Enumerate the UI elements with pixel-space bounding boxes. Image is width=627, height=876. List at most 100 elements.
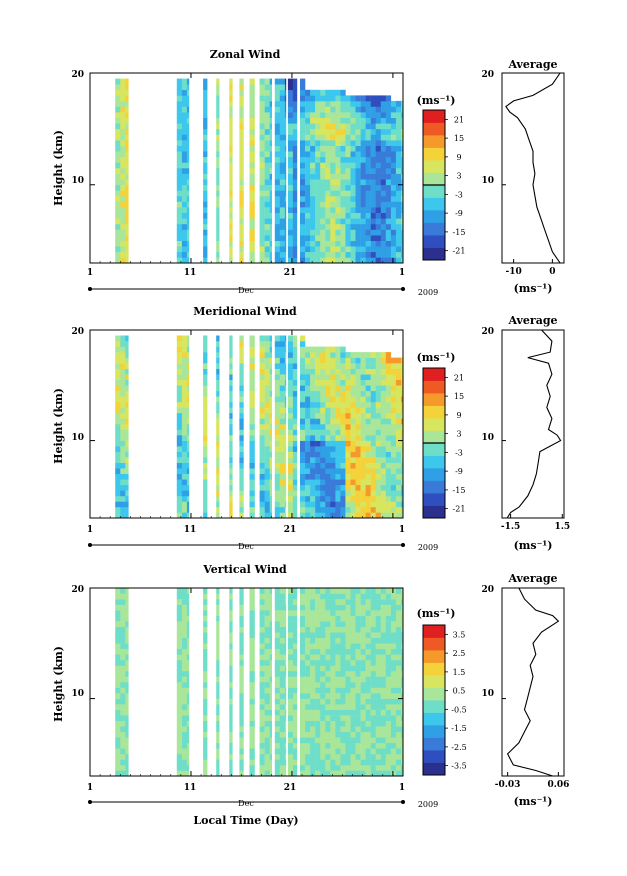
- heatmap-cell: [203, 501, 208, 508]
- heatmap-cell: [390, 637, 397, 644]
- heatmap-cell: [249, 145, 255, 152]
- heatmap-cell: [176, 363, 183, 369]
- heatmap-cell: [360, 195, 366, 202]
- heatmap-cell: [292, 100, 298, 107]
- heatmap-cell: [120, 621, 126, 627]
- heatmap-cell: [264, 451, 270, 458]
- profile-frame: [501, 329, 565, 519]
- heatmap-cell: [320, 123, 326, 130]
- heatmap-cell: [229, 374, 233, 380]
- heatmap-cell: [181, 742, 188, 749]
- heatmap-cell: [345, 670, 351, 677]
- heatmap-cell: [186, 429, 190, 436]
- heatmap-cell: [300, 698, 306, 705]
- heatmap-cell: [385, 737, 392, 744]
- heatmap-cell: [345, 123, 351, 130]
- heatmap-cell: [360, 473, 366, 480]
- heatmap-cell: [375, 201, 381, 208]
- heatmap-cell: [315, 145, 321, 152]
- heatmap-cell: [325, 682, 331, 688]
- heatmap-cell: [300, 84, 306, 91]
- colorbar-frame: [422, 624, 446, 776]
- heatmap-cell: [355, 368, 361, 375]
- heatmap-cell: [401, 665, 404, 672]
- heatmap-cell: [350, 759, 356, 766]
- heatmap-cell: [350, 665, 356, 672]
- heatmap-cell: [259, 162, 265, 169]
- heatmap-cell: [330, 100, 336, 107]
- heatmap-cell: [203, 100, 208, 107]
- heatmap-cell: [279, 352, 286, 358]
- heatmap-cell: [264, 346, 270, 353]
- heatmap-cell: [305, 379, 311, 386]
- heatmap-cell: [380, 731, 387, 738]
- heatmap-cell: [395, 195, 402, 202]
- heatmap-cell: [355, 682, 361, 688]
- heatmap-cell: [181, 621, 188, 627]
- heatmap-cell: [370, 363, 376, 369]
- heatmap-cell: [264, 106, 270, 113]
- heatmap-cell: [186, 84, 190, 91]
- heatmap-cell: [115, 588, 121, 594]
- heatmap-cell: [249, 168, 255, 174]
- heatmap-cell: [300, 604, 306, 611]
- heatmap-cell: [287, 168, 294, 174]
- heatmap-cell: [320, 396, 326, 403]
- heatmap-cell: [310, 195, 316, 202]
- heatmap-cell: [325, 632, 331, 638]
- heatmap-cell: [287, 468, 294, 474]
- heatmap-cell: [292, 390, 298, 397]
- heatmap-cell: [216, 418, 220, 425]
- heatmap-cell: [320, 235, 326, 241]
- heatmap-cell: [340, 100, 346, 107]
- heatmap-cell: [264, 412, 270, 419]
- heatmap-cell: [360, 659, 366, 666]
- heatmap-cell: [320, 682, 326, 688]
- heatmap-cell: [395, 484, 402, 491]
- heatmap-cell: [380, 184, 387, 191]
- heatmap-cell: [330, 251, 336, 258]
- heatmap-cell: [370, 374, 376, 380]
- heatmap-cell: [350, 229, 356, 236]
- heatmap-cell: [385, 704, 392, 710]
- heatmap-cell: [305, 151, 311, 158]
- heatmap-cell: [360, 223, 366, 230]
- heatmap-cell: [284, 240, 287, 247]
- heatmap-cell: [401, 709, 404, 716]
- heatmap-cell: [284, 207, 287, 213]
- heatmap-cell: [390, 742, 397, 749]
- heatmap-cell: [279, 731, 286, 738]
- heatmap-cell: [125, 770, 129, 777]
- heatmap-cell: [315, 457, 321, 463]
- heatmap-cell: [385, 112, 392, 118]
- heatmap-cell: [375, 145, 381, 152]
- heatmap-cell: [385, 748, 392, 755]
- heatmap-cell: [360, 637, 366, 644]
- heatmap-cell: [310, 709, 316, 716]
- heatmap-cell: [239, 156, 244, 163]
- heatmap-cell: [186, 446, 190, 452]
- heatmap-cell: [229, 468, 233, 474]
- heatmap-cell: [365, 698, 371, 705]
- heatmap-cell: [249, 621, 255, 627]
- heatmap-cell: [350, 179, 356, 186]
- heatmap-cell: [292, 501, 298, 508]
- heatmap-cell: [325, 588, 331, 594]
- colorbar-tick-label: 15: [454, 134, 464, 143]
- heatmap-cell: [350, 128, 356, 135]
- heatmap-cell: [305, 396, 311, 403]
- heatmap-cell: [120, 390, 126, 397]
- heatmap-cell: [360, 715, 366, 721]
- heatmap-cell: [274, 682, 281, 688]
- heatmap-cell: [249, 709, 255, 716]
- heatmap-cell: [330, 112, 336, 118]
- heatmap-cell: [401, 184, 404, 191]
- heatmap-cell: [340, 407, 346, 414]
- heatmap-cell: [380, 753, 387, 760]
- heatmap-cell: [274, 240, 281, 247]
- heatmap-cell: [325, 424, 331, 430]
- heatmap-cell: [395, 446, 402, 452]
- heatmap-cell: [125, 637, 129, 644]
- heatmap-cell: [279, 123, 286, 130]
- heatmap-cell: [401, 501, 404, 508]
